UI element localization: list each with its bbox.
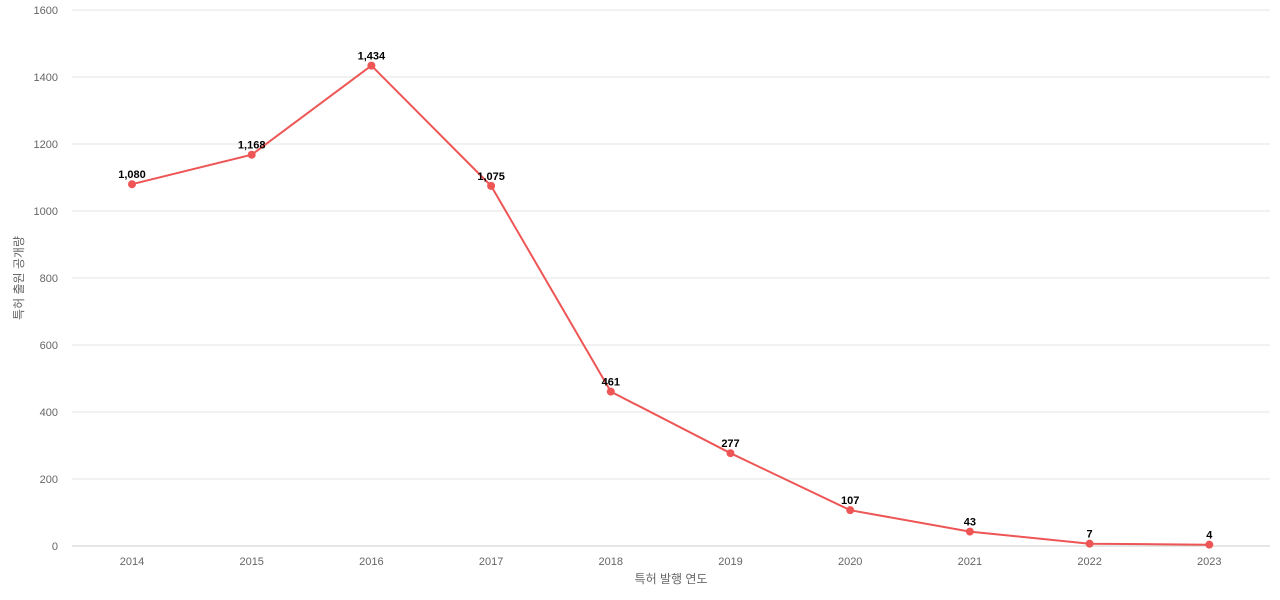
y-tick-label: 800 (40, 273, 58, 285)
data-point (606, 387, 615, 396)
data-label: 4 (1206, 530, 1213, 542)
x-axis-title: 특허 발행 연도 (635, 571, 708, 586)
gridlines (72, 9, 1270, 547)
y-tick-label: 400 (40, 407, 58, 419)
data-point (128, 180, 136, 189)
data-label: 7 (1087, 529, 1093, 541)
data-label: 461 (602, 377, 620, 389)
y-tick-label: 1400 (34, 72, 58, 84)
y-tick-label: 600 (40, 340, 58, 352)
data-label: 1,075 (477, 171, 505, 183)
x-tick-label: 2014 (120, 556, 144, 568)
x-tick-label: 2020 (838, 556, 862, 568)
series-line (131, 64, 1210, 546)
data-point (1205, 540, 1214, 549)
x-axis-ticks: 2014 2015 2016 2017 2018 2019 2020 2021 2022 2023 (120, 556, 1222, 568)
y-axis-ticks: 0 200 400 600 800 1000 1200 1400 1600 (34, 5, 58, 553)
y-tick-label: 1200 (34, 139, 58, 151)
x-tick-label: 2016 (359, 556, 383, 568)
data-point (726, 449, 735, 458)
x-tick-label: 2023 (1197, 556, 1221, 568)
x-tick-label: 2018 (599, 556, 623, 568)
x-tick-label: 2022 (1077, 556, 1101, 568)
y-tick-label: 0 (52, 541, 58, 553)
data-label: 43 (964, 517, 976, 529)
data-label: 1,168 (238, 140, 266, 152)
data-point (367, 61, 376, 70)
data-label: 1,080 (118, 169, 146, 181)
y-axis-title: 특허 출원 공개량 (12, 236, 26, 320)
data-point (247, 150, 256, 159)
x-tick-label: 2015 (239, 556, 263, 568)
x-tick-label: 2019 (718, 556, 742, 568)
data-point (1085, 539, 1094, 548)
y-tick-label: 1000 (34, 206, 58, 218)
data-label: 277 (721, 438, 739, 450)
data-label: 1,434 (358, 51, 386, 63)
y-tick-label: 200 (40, 474, 58, 486)
x-tick-label: 2017 (479, 556, 503, 568)
data-points (128, 61, 1214, 549)
data-labels: 1,080 1,168 1,434 1,075 461 277 107 43 7 4 (118, 51, 1213, 542)
data-point (965, 527, 974, 536)
data-label: 107 (841, 495, 859, 507)
x-tick-label: 2021 (958, 556, 982, 568)
data-point (846, 506, 855, 515)
y-tick-label: 1600 (34, 5, 58, 17)
data-point (487, 181, 496, 190)
